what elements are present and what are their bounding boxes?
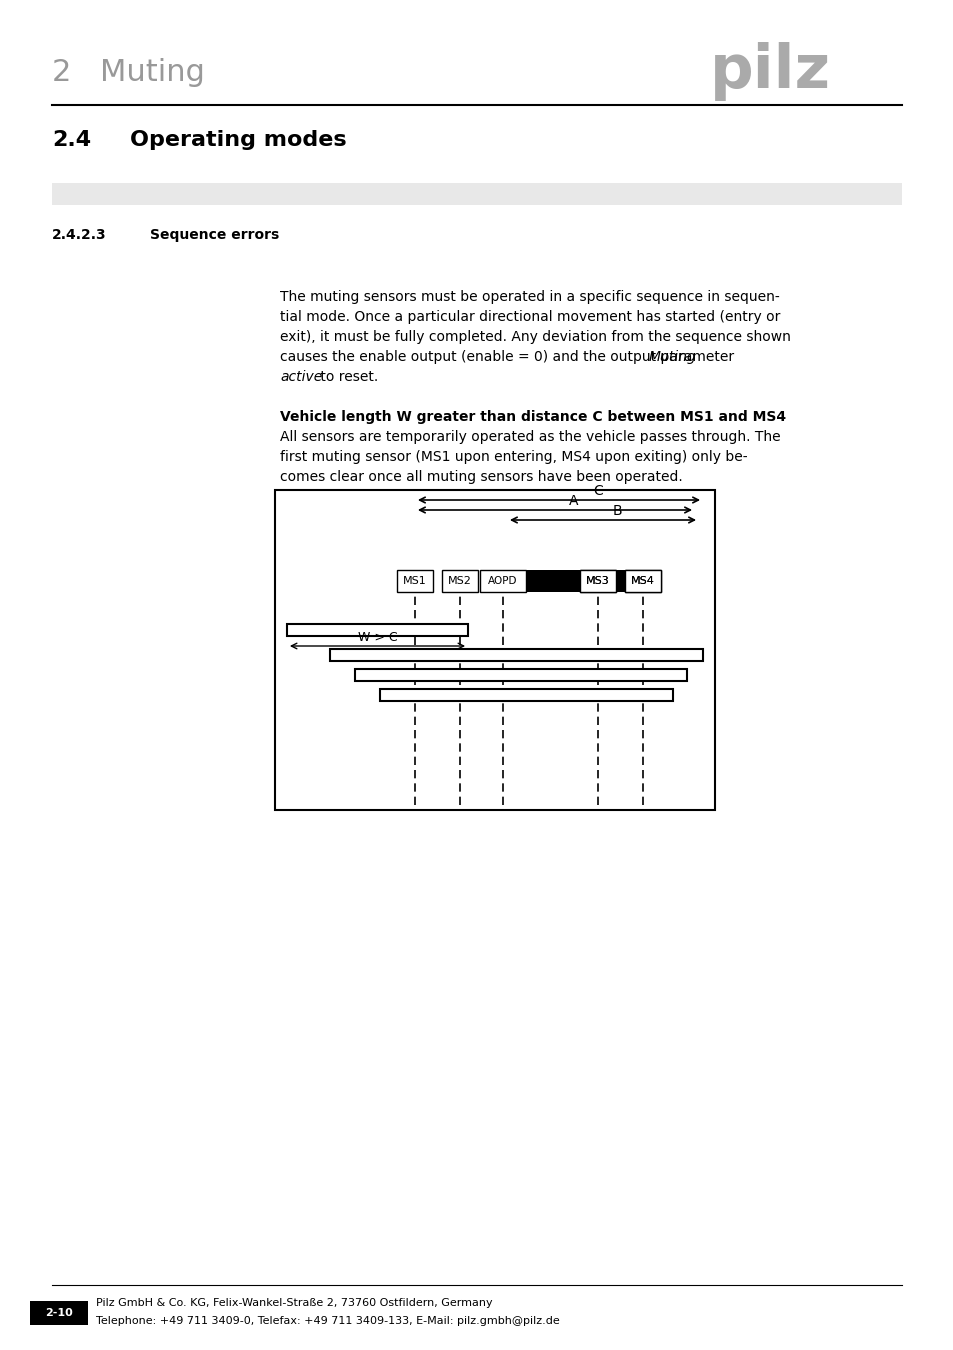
Text: tial mode. Once a particular directional movement has started (entry or: tial mode. Once a particular directional…: [280, 310, 780, 324]
Text: B: B: [612, 504, 621, 518]
Bar: [441, 570, 477, 593]
Text: pilz: pilz: [709, 42, 830, 101]
Bar: [379, 688, 672, 701]
Bar: [396, 570, 433, 593]
Text: Telephone: +49 711 3409-0, Telefax: +49 711 3409-133, E-Mail: pilz.gmbh@pilz.de: Telephone: +49 711 3409-0, Telefax: +49 …: [96, 1316, 559, 1326]
Text: 2.4: 2.4: [52, 130, 91, 150]
Bar: [579, 570, 616, 593]
Bar: [624, 570, 660, 593]
Text: Operating modes: Operating modes: [130, 130, 346, 150]
Bar: [355, 670, 686, 680]
Text: to reset.: to reset.: [315, 370, 377, 383]
Text: AOPD: AOPD: [488, 576, 517, 586]
Text: 2: 2: [52, 58, 71, 86]
Bar: [479, 570, 525, 593]
Bar: [525, 570, 660, 593]
Bar: [579, 570, 616, 593]
Text: Sequence errors: Sequence errors: [150, 228, 279, 242]
Bar: [287, 624, 468, 636]
Text: Muting: Muting: [100, 58, 205, 86]
Text: 2-10: 2-10: [45, 1308, 72, 1318]
Bar: [30, 1301, 88, 1324]
Text: All sensors are temporarily operated as the vehicle passes through. The: All sensors are temporarily operated as …: [280, 431, 780, 444]
Text: W > C: W > C: [357, 630, 396, 644]
Bar: [274, 490, 714, 810]
Text: MS4: MS4: [630, 576, 655, 586]
Text: causes the enable output (enable = 0) and the output parameter: causes the enable output (enable = 0) an…: [280, 350, 738, 365]
Text: MS4: MS4: [630, 576, 655, 586]
Text: MS3: MS3: [585, 576, 609, 586]
Text: comes clear once all muting sensors have been operated.: comes clear once all muting sensors have…: [280, 470, 682, 485]
Bar: [624, 570, 660, 593]
Text: Vehicle length W greater than distance C between MS1 and MS4: Vehicle length W greater than distance C…: [280, 410, 785, 424]
Text: C: C: [593, 485, 602, 498]
Text: MS1: MS1: [403, 576, 426, 586]
Text: Pilz GmbH & Co. KG, Felix-Wankel-Straße 2, 73760 Ostfildern, Germany: Pilz GmbH & Co. KG, Felix-Wankel-Straße …: [96, 1297, 492, 1308]
Text: Muting: Muting: [648, 350, 696, 365]
Text: The muting sensors must be operated in a specific sequence in sequen-: The muting sensors must be operated in a…: [280, 290, 779, 304]
Text: active: active: [280, 370, 322, 383]
Bar: [52, 184, 901, 205]
Text: MS2: MS2: [448, 576, 472, 586]
Text: first muting sensor (MS1 upon entering, MS4 upon exiting) only be-: first muting sensor (MS1 upon entering, …: [280, 450, 747, 464]
Text: MS3: MS3: [585, 576, 609, 586]
Text: A: A: [568, 494, 578, 508]
Text: exit), it must be fully completed. Any deviation from the sequence shown: exit), it must be fully completed. Any d…: [280, 329, 790, 344]
Text: 2.4.2.3: 2.4.2.3: [52, 228, 107, 242]
Bar: [330, 649, 702, 662]
